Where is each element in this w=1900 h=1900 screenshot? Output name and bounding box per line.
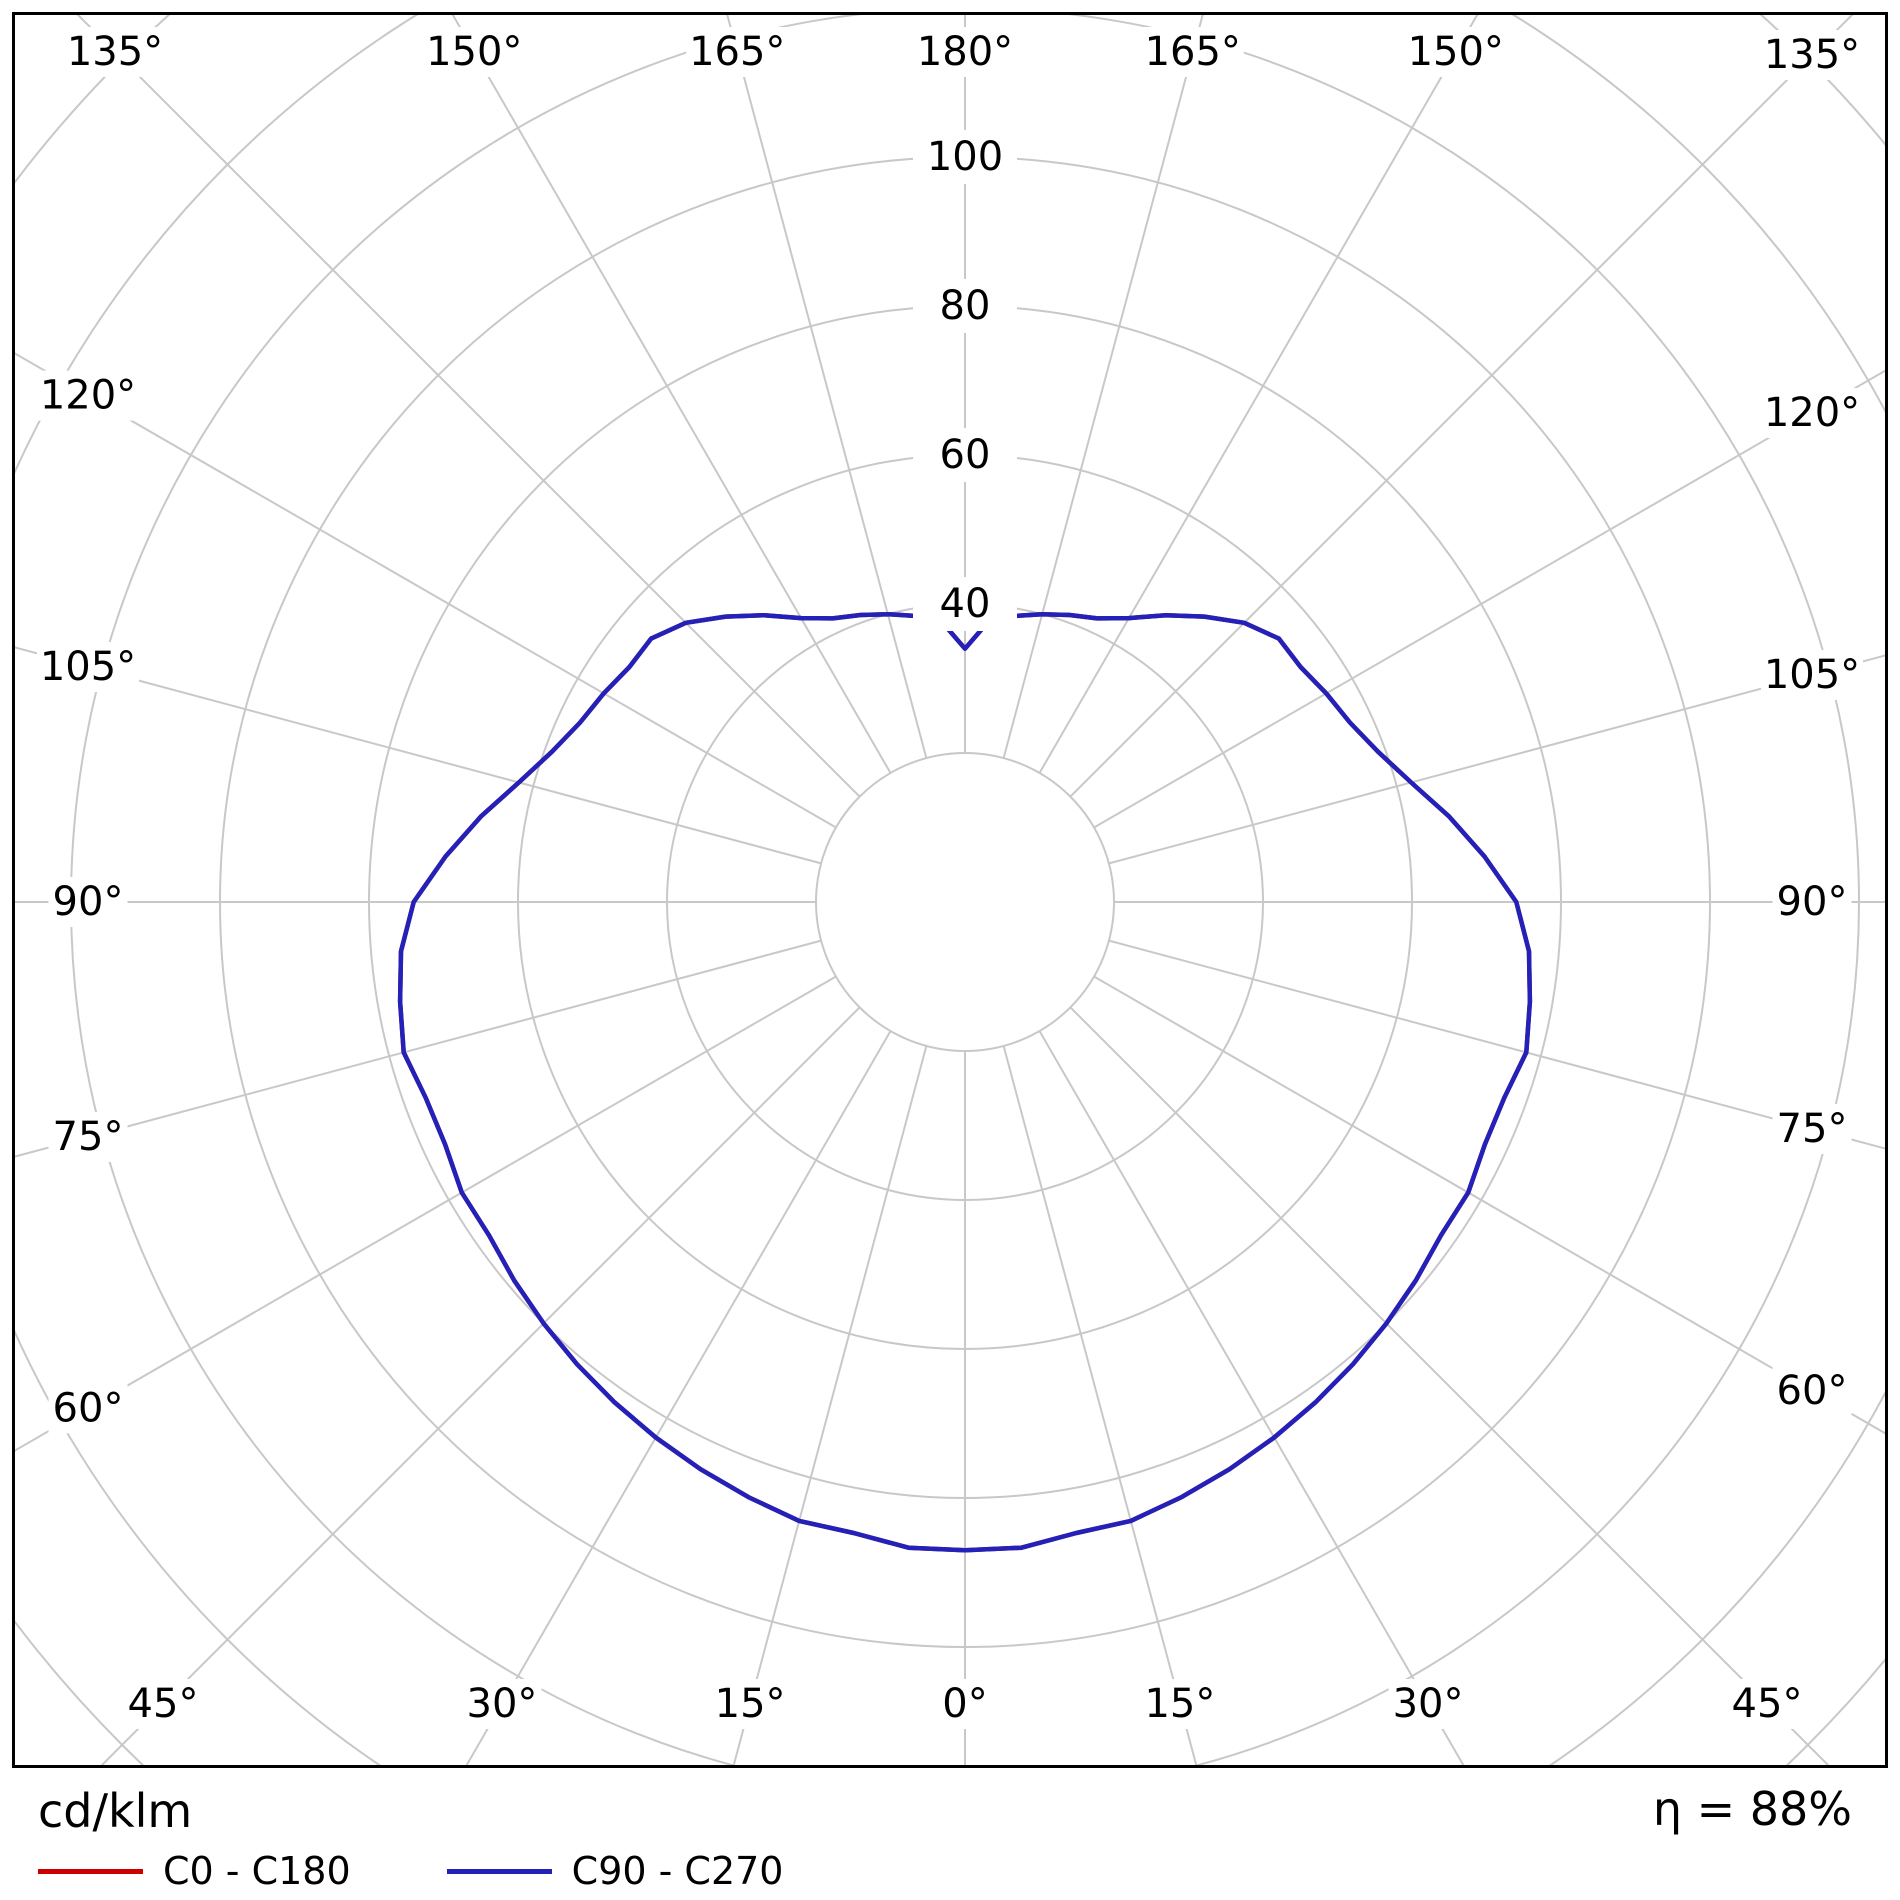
legend-label-c0-c180: C0 - C180 xyxy=(163,1849,351,1893)
footer: cd/klm η = 88% C0 - C180 C90 - C270 xyxy=(0,1772,1900,1900)
radial-label-bg xyxy=(913,577,1017,631)
angle-tick-label: 60° xyxy=(53,1385,124,1431)
angle-tick-label: 105° xyxy=(1764,652,1860,698)
radial-tick-label: 100 xyxy=(927,134,1003,180)
angle-label-bg xyxy=(37,370,139,421)
curve-c90-c270 xyxy=(397,611,1533,1553)
angle-label-bg xyxy=(37,642,139,693)
angle-label-bg xyxy=(423,27,526,77)
angle-tick-label: 120° xyxy=(40,373,136,419)
radial-label-bg xyxy=(913,428,1017,482)
angle-label-bg xyxy=(1727,1679,1807,1729)
radial-tick-label: 40 xyxy=(940,581,991,627)
angle-tick-label: 150° xyxy=(426,29,522,75)
angle-label-bg xyxy=(1141,27,1244,77)
angle-label-bg xyxy=(462,1679,542,1729)
legend-item-c0-c180: C0 - C180 xyxy=(38,1852,351,1890)
angle-tick-label: 75° xyxy=(1777,1106,1848,1152)
angle-label-bg xyxy=(686,27,789,77)
angle-tick-label: 135° xyxy=(1764,32,1860,78)
angle-tick-label: 30° xyxy=(467,1681,538,1727)
radial-label-bg xyxy=(913,130,1017,184)
angle-label-bg xyxy=(48,877,128,927)
polar-diagram: 40 60 80 100 0° 15° 15° 30° 30° 45° 45° 60° 60° 75° 75… xyxy=(12,12,1888,1768)
legend-item-c90-c270: C90 - C270 xyxy=(446,1849,784,1893)
plot-border xyxy=(12,12,1888,1768)
angle-tick-label: 45° xyxy=(1732,1681,1803,1727)
angle-tick-label: 90° xyxy=(1777,879,1848,925)
angle-label-bg xyxy=(1772,877,1852,927)
polar-grid xyxy=(15,15,1885,1765)
angle-label-bg xyxy=(1772,1103,1852,1154)
angle-label-bg xyxy=(1140,1679,1220,1729)
angle-tick-label: 105° xyxy=(40,644,136,690)
angle-tick-label: 75° xyxy=(53,1114,124,1160)
angle-label-bg xyxy=(914,27,1016,77)
radial-tick-label: 80 xyxy=(940,283,991,329)
angle-label-bg xyxy=(1404,27,1507,77)
angle-tick-label: 150° xyxy=(1408,29,1504,75)
angle-tick-label: 0° xyxy=(942,1681,987,1727)
angle-tick-label: 90° xyxy=(53,879,124,925)
angle-tick-label: 165° xyxy=(1145,29,1241,75)
angle-tick-label: 135° xyxy=(67,29,163,75)
angle-label-bg xyxy=(1772,1366,1852,1417)
angle-tick-label: 180° xyxy=(917,29,1013,75)
angle-tick-label: 120° xyxy=(1764,390,1860,436)
angle-tick-label: 45° xyxy=(128,1681,199,1727)
angle-tick-label: 15° xyxy=(1144,1681,1215,1727)
angle-tick-label: 60° xyxy=(1777,1368,1848,1414)
angle-label-bg xyxy=(123,1679,203,1729)
angle-label-bg xyxy=(64,27,166,77)
radial-label-bg xyxy=(913,279,1017,333)
legend-line-c90-c270-icon xyxy=(446,1868,552,1874)
angle-label-bg xyxy=(48,1111,128,1162)
units-label: cd/klm xyxy=(38,1784,193,1838)
angle-label-bg xyxy=(1761,30,1863,80)
angle-tick-label: 15° xyxy=(715,1681,786,1727)
radial-tick-label: 60 xyxy=(940,432,991,478)
angle-label-bg xyxy=(710,1679,790,1729)
angle-label-bg xyxy=(1388,1679,1468,1729)
angle-tick-label: 165° xyxy=(689,29,785,75)
legend-line-c0-c180-icon xyxy=(38,1868,143,1874)
angle-tick-label: 30° xyxy=(1393,1681,1464,1727)
angle-label-bg xyxy=(937,1679,993,1729)
efficiency-label: η = 88% xyxy=(1652,1782,1852,1836)
angle-label-bg xyxy=(1761,650,1863,701)
legend-label-c90-c270: C90 - C270 xyxy=(571,1849,784,1893)
legend: C0 - C180 C90 - C270 xyxy=(38,1852,783,1890)
angle-label-bg xyxy=(48,1383,128,1434)
angle-label-bg xyxy=(1761,387,1863,438)
